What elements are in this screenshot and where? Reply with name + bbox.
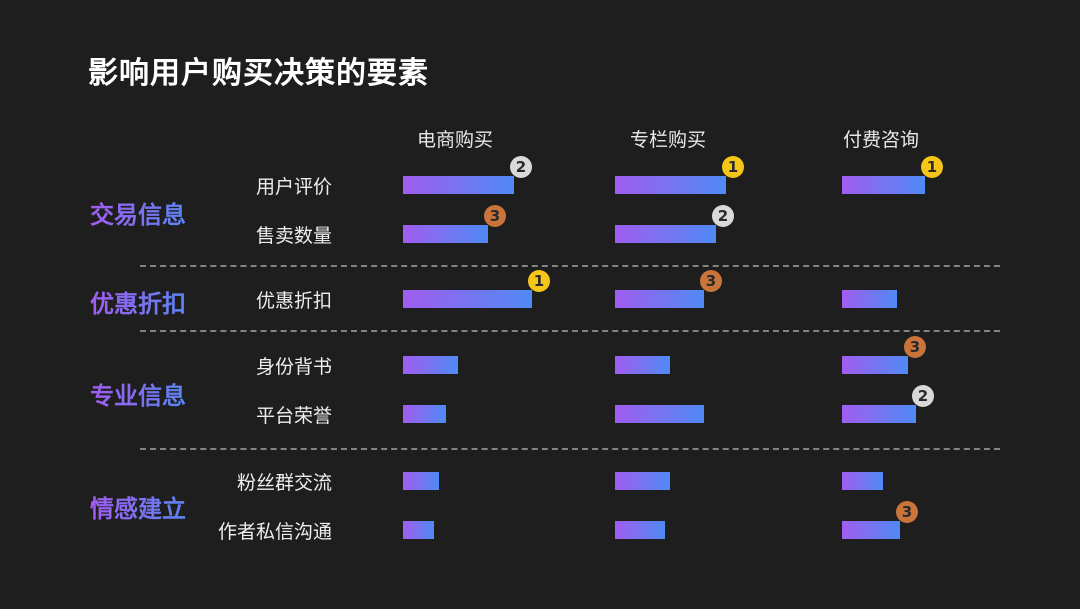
rank-badge: 3: [896, 501, 918, 523]
row-label: 作者私信沟通: [217, 521, 332, 543]
group-label-discount: 优惠折扣: [90, 284, 186, 319]
rank-badge: 2: [912, 385, 934, 407]
rank-badge: 3: [484, 205, 506, 227]
bar: [842, 356, 908, 374]
row-label: 平台荣誉: [255, 405, 332, 427]
bar: [615, 472, 670, 490]
bar: [842, 176, 925, 194]
bar: [403, 290, 532, 308]
rank-badge: 3: [904, 336, 926, 358]
bar: [403, 176, 514, 194]
group-divider: [140, 448, 1000, 450]
group-divider: [140, 265, 1000, 267]
group-label-transaction: 交易信息: [90, 195, 186, 230]
bar: [842, 405, 916, 423]
bar: [403, 356, 458, 374]
bar: [842, 521, 900, 539]
bar: [615, 176, 726, 194]
bar: [615, 225, 716, 243]
column-header-consulting: 付费咨询: [843, 129, 920, 151]
bar: [842, 290, 897, 308]
row-label: 优惠折扣: [255, 290, 332, 312]
chart-title: 影响用户购买决策的要素: [88, 56, 429, 91]
rank-badge: 2: [510, 156, 532, 178]
group-label-professional: 专业信息: [90, 376, 186, 411]
group-label-emotional: 情感建立: [90, 489, 186, 524]
row-label: 粉丝群交流: [236, 472, 332, 494]
rank-badge: 2: [712, 205, 734, 227]
row-label: 售卖数量: [255, 225, 332, 247]
bar: [615, 405, 704, 423]
bar: [842, 472, 883, 490]
bar: [615, 356, 670, 374]
group-divider: [140, 330, 1000, 332]
rank-badge: 3: [700, 270, 722, 292]
rank-badge: 1: [528, 270, 550, 292]
rank-badge: 1: [722, 156, 744, 178]
rank-badge: 1: [921, 156, 943, 178]
bar: [403, 405, 446, 423]
bar: [615, 290, 704, 308]
bar: [403, 472, 439, 490]
bar: [403, 225, 488, 243]
bar: [615, 521, 665, 539]
row-label: 用户评价: [255, 176, 332, 198]
bar: [403, 521, 434, 539]
column-header-ecommerce: 电商购买: [417, 129, 494, 151]
column-header-column: 专栏购买: [630, 129, 707, 151]
row-label: 身份背书: [255, 356, 332, 378]
